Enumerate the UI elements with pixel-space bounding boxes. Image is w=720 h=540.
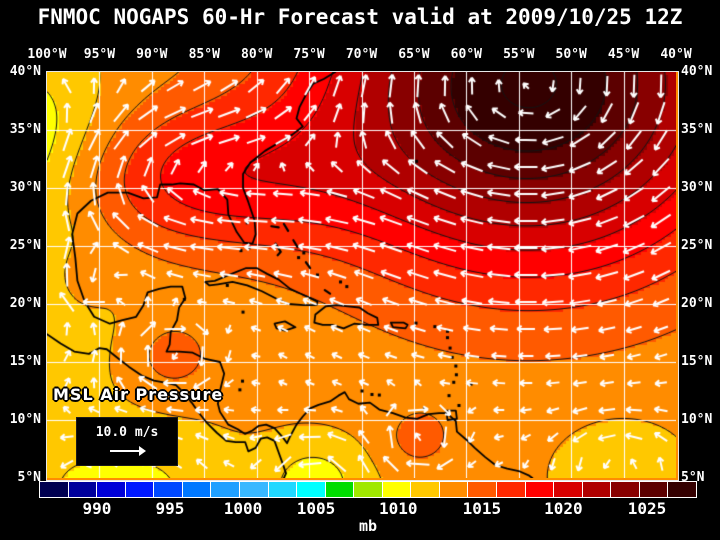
lon-label: 45°W (607, 47, 640, 62)
lat-label: 30°N (9, 180, 41, 195)
lat-label: 10°N (9, 412, 41, 427)
map-frame (46, 71, 679, 481)
colorbar-cell (639, 482, 668, 497)
colorbar-cell (668, 482, 696, 497)
colorbar-cell (411, 482, 439, 497)
lon-label: 60°W (450, 47, 482, 62)
lat-label: 20°N (9, 296, 41, 311)
pressure-map-canvas (47, 72, 676, 478)
wind-scale-arrow-icon (110, 446, 146, 456)
colorbar-cell (239, 482, 268, 497)
colorbar-tick: 1000 (223, 499, 263, 518)
colorbar-tick: 1010 (379, 499, 418, 518)
wind-scale-box: 10.0 m/s (76, 417, 178, 466)
colorbar-cell (297, 482, 325, 497)
lat-label: 35°N (9, 122, 41, 137)
lat-label: 40°N (681, 64, 713, 79)
colorbar-cell (40, 482, 68, 497)
colorbar-cell (468, 482, 496, 497)
colorbar-tick: 990 (82, 499, 112, 518)
lon-label: 65°W (398, 47, 430, 62)
colorbar-tick: 995 (155, 499, 185, 518)
lat-label: 25°N (681, 238, 713, 253)
colorbar-cell (354, 482, 382, 497)
lon-label: 100°W (27, 47, 67, 62)
colorbar-tick: 1025 (627, 499, 667, 518)
lat-label: 40°N (9, 64, 41, 79)
colorbar-cell (554, 482, 582, 497)
colorbar-tick-labels: 990 995 1000 1005 1010 1015 1020 1025 (39, 499, 697, 518)
colorbar-cell (154, 482, 182, 497)
lat-label: 15°N (9, 354, 41, 369)
lat-label: 20°N (681, 296, 713, 311)
colorbar-cell (68, 482, 97, 497)
colorbar-cell (182, 482, 211, 497)
lat-label: 25°N (9, 238, 41, 253)
pressure-colorbar (39, 481, 697, 498)
lat-label: 15°N (681, 354, 713, 369)
colorbar-tick: 1015 (462, 499, 502, 518)
lon-label: 55°W (503, 47, 535, 62)
colorbar-cell (582, 482, 611, 497)
lat-label: 10°N (681, 412, 713, 427)
colorbar-tick: 1020 (544, 499, 583, 518)
lon-label: 40°W (660, 47, 692, 62)
lon-label: 75°W (293, 47, 325, 62)
field-label: MSL Air Pressure (53, 385, 224, 404)
colorbar-cell (325, 482, 354, 497)
lon-label: 90°W (136, 47, 168, 62)
lon-label: 80°W (241, 47, 273, 62)
colorbar-cell (611, 482, 639, 497)
colorbar-cell (497, 482, 525, 497)
wind-scale-label: 10.0 m/s (95, 425, 159, 440)
colorbar-tick: 1005 (296, 499, 336, 518)
lon-label: 70°W (345, 47, 378, 62)
lat-label: 35°N (681, 122, 713, 137)
colorbar-cell (525, 482, 554, 497)
lat-label: 30°N (681, 180, 713, 195)
lon-label: 85°W (188, 47, 220, 62)
colorbar-cell (211, 482, 239, 497)
colorbar-cell (125, 482, 154, 497)
colorbar-cell (439, 482, 468, 497)
lon-label: 95°W (83, 47, 116, 62)
colorbar-cell (382, 482, 411, 497)
lat-label: 5°N (17, 470, 41, 485)
colorbar-cell (268, 482, 297, 497)
colorbar-units: mb (358, 517, 378, 535)
page-title: FNMOC NOGAPS 60-Hr Forecast valid at 200… (37, 5, 683, 29)
lon-label: 50°W (555, 47, 587, 62)
colorbar-cell (97, 482, 125, 497)
